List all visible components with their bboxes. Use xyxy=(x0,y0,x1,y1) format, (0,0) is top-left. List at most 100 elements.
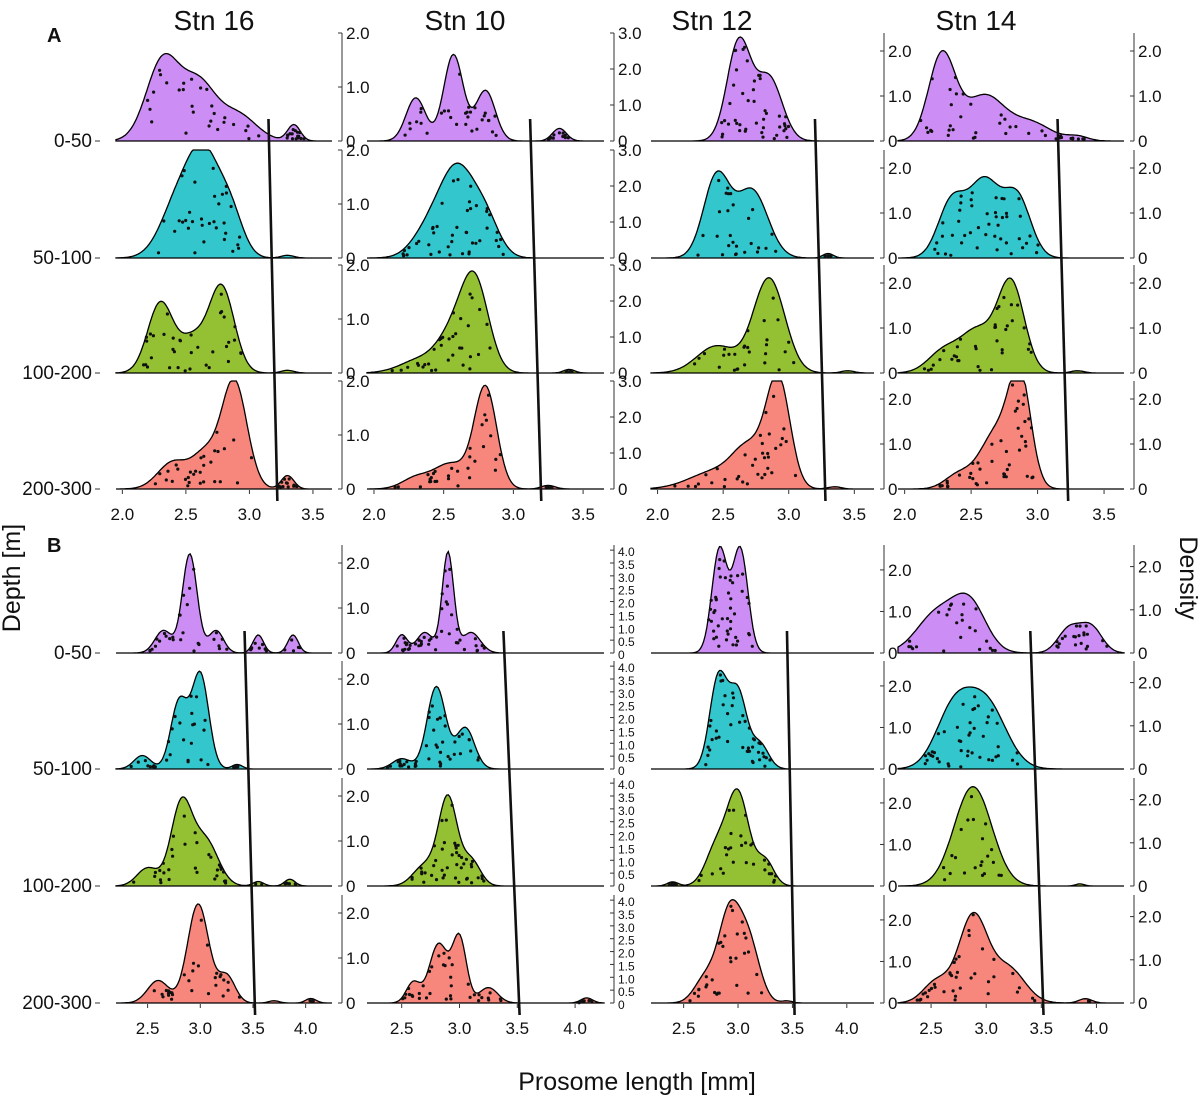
panelB-stn10-depth-1-point-9 xyxy=(414,759,418,764)
panelB-stn12-depth-3-point-1 xyxy=(746,991,750,995)
panelA-stn14-depth-1-point-37 xyxy=(1035,251,1039,255)
panelA-stn16-depth-0-point-31 xyxy=(302,137,306,141)
panelB-stn14-depth-1-point-6 xyxy=(996,745,1000,749)
panelB-stn12-depth-1-point-27 xyxy=(730,704,734,708)
panelA-stn16-depth-3-point-17 xyxy=(216,449,220,454)
panelA-stn14-depth-1-point-14 xyxy=(933,247,937,251)
panelA-stn10-depth-0-point-40 xyxy=(442,109,446,113)
panelA-stn12-depth-1-point-33 xyxy=(731,240,735,244)
panelB-stn14-depth-1-point-13 xyxy=(961,702,965,706)
panelB-stn10-depth-2-ridge xyxy=(367,794,604,887)
panelA-stn16-depth-2-point-24 xyxy=(226,359,230,364)
panelA-stn14-depth-0-density-tick-label-1: 1.0 xyxy=(1138,87,1162,106)
panelB-stn12-depth-3-point-10 xyxy=(744,936,748,940)
panelB-stn12-depth-2-point-24 xyxy=(740,843,744,848)
panelB-stn14-depth-3-point-39 xyxy=(986,992,990,996)
panelA-stn16-depth-2-point-19 xyxy=(145,339,149,343)
panelB-stn14-depth-2-ridge xyxy=(898,786,1124,887)
panel-label-a: A xyxy=(47,25,61,47)
panelA-stn10-depth-1-point-14 xyxy=(495,230,499,234)
panelB-stn16-depth-3-ridge xyxy=(116,903,332,1004)
panelB-stn10-depth-0-point-35 xyxy=(413,642,418,646)
panelA-stn14-depth-3-point-40 xyxy=(1023,419,1027,424)
panelA-stn14-depth-1-point-5 xyxy=(999,237,1003,241)
panelB-stn16-depth-3-point-32 xyxy=(191,961,196,965)
panelA-stn14-depth-0-point-6 xyxy=(998,121,1002,125)
panelA-stn16-depth-2-point-38 xyxy=(149,356,153,360)
panelA-stn16-depth-1-point-29 xyxy=(173,229,177,233)
panelA-stn16-depth-1-point-33 xyxy=(211,166,215,170)
panelA-stn16-depth-0-density-tick-label-0: 0 xyxy=(346,132,355,151)
panelA-stn16-depth-1-point-22 xyxy=(213,194,217,198)
panelA-stn14-depth-3-point-10 xyxy=(1024,444,1028,448)
panelA-stn12-depth-0-point-37 xyxy=(741,47,745,52)
panelA-stn16-depth-3-point-9 xyxy=(232,438,236,442)
panelB-stn12-depth-2-point-22 xyxy=(744,813,748,817)
panelB-stn12-depth-3-point-8 xyxy=(721,944,725,949)
panelA-stn14-depth-3-point-0 xyxy=(971,461,975,465)
panelA-stn16-depth-2-point-43 xyxy=(144,363,148,367)
panelB-stn10-depth-2-point-7 xyxy=(459,866,463,870)
panelB-stn14-depth-0-point-22 xyxy=(1074,624,1079,628)
panelB-stn10-depth-3-point-29 xyxy=(480,996,484,1000)
panelA-stn16-depth-2-point-39 xyxy=(145,365,150,369)
panelB-stn10-depth-3-point-1 xyxy=(428,991,432,996)
panelB-stn16-depth-3-point-26 xyxy=(218,975,222,979)
panelB-stn16-depth-0-point-2 xyxy=(291,649,296,653)
panelA-stn10-depth-3-point-40 xyxy=(431,471,436,476)
panelA-stn14-depth-2-point-27 xyxy=(976,365,980,369)
panelB-stn14-depth-0-point-9 xyxy=(1060,636,1064,641)
panelA-stn14-depth-0-point-29 xyxy=(954,92,959,96)
panelB-stn10-depth-1-point-32 xyxy=(443,724,447,728)
panelB-stn10-depth-3-point-20 xyxy=(449,997,453,1001)
panelA-stn14-depth-0-point-16 xyxy=(969,102,973,106)
panelB-stn10-depth-3-point-35 xyxy=(466,982,470,986)
panelA-stn16-depth-1-density-tick-label-1: 1.0 xyxy=(346,195,370,214)
panelA-stn14-depth-0-point-20 xyxy=(1040,129,1044,133)
panelB-stn12-depth-0-density-tick-label-0: 0 xyxy=(888,644,897,663)
panelB-stn14-depth-3-point-40 xyxy=(1017,986,1022,990)
panelA-stn14-depth-2-point-34 xyxy=(1000,351,1004,355)
panelB-stn14-depth-3-point-20 xyxy=(954,975,958,979)
panelA-stn12-depth-0-point-8 xyxy=(732,83,736,87)
panelB-stn14-depth-2-point-44 xyxy=(982,872,987,876)
panelB-stn16-depth-2-point-2 xyxy=(153,870,157,875)
panelB-stn16-depth-1-point-36 xyxy=(136,760,140,764)
panelB-stn12-depth-1-point-42 xyxy=(743,719,747,724)
panelA-stn16-depth-1-point-13 xyxy=(199,217,204,221)
panelA-stn16-depth-3-density-tick-label-1: 1.0 xyxy=(346,426,370,445)
panelB-stn10-depth-2-point-29 xyxy=(430,873,434,878)
panelB-stn12-depth-0-point-26 xyxy=(712,637,716,641)
panelA-stn16-depth-0-point-28 xyxy=(294,137,298,141)
panelB-stn16-depth-0-point-35 xyxy=(153,644,158,648)
panelB-stn16-depth-1-point-13 xyxy=(182,738,186,742)
panelB-stn12-depth-0-point-5 xyxy=(731,581,735,585)
panelA-stn10-depth-3-point-20 xyxy=(418,485,422,489)
panelA-stn12-depth-0-point-44 xyxy=(744,127,748,131)
panelB-stn10-depth-1-point-4 xyxy=(388,764,392,768)
panelA-stn14-depth-0-point-0 xyxy=(947,128,951,132)
panelA-stn16-depth-1-point-15 xyxy=(182,169,186,173)
panelB-stn12-depth-1-point-15 xyxy=(741,714,745,718)
panelA-stn14-depth-3-density-tick-label-1: 1.0 xyxy=(1138,435,1162,454)
panelA-stn12-depth-2-point-19 xyxy=(722,353,726,357)
panelA-stn16-depth-0-point-19 xyxy=(290,137,295,141)
panelB-stn14-depth-0-point-13 xyxy=(1078,624,1082,628)
panelB-stn10-depth-0-point-25 xyxy=(447,632,451,636)
panelB-stn10-depth-2-point-3 xyxy=(423,871,427,875)
station-title-stn12: Stn 12 xyxy=(672,5,753,36)
panelA-stn16-depth-1-point-2 xyxy=(190,220,195,224)
panelA-stn10-cutoff-line xyxy=(528,118,543,502)
panelA-stn14-depth-3-point-19 xyxy=(985,481,989,485)
panelB-stn16-depth-3-point-2 xyxy=(152,989,156,993)
panelB-stn14-depth-3-point-33 xyxy=(992,975,996,979)
panelB-stn12-depth-0-point-27 xyxy=(718,575,722,579)
panelA-stn10-depth-0-point-26 xyxy=(419,110,423,114)
panelA-stn14-depth-0-point-14 xyxy=(999,113,1003,117)
panelA-stn14-depth-3-point-42 xyxy=(946,484,950,488)
panelB-stn10-depth-1-point-14 xyxy=(469,749,473,753)
panelA-stn14-depth-1-point-15 xyxy=(996,223,1000,227)
panelB-stn12-depth-3-density-tick-label-0: 0 xyxy=(888,994,897,1013)
panelB-stn10-depth-0-point-28 xyxy=(419,642,423,646)
panelB-stn10-depth-1-density-tick-label-5: 2.5 xyxy=(618,700,635,714)
